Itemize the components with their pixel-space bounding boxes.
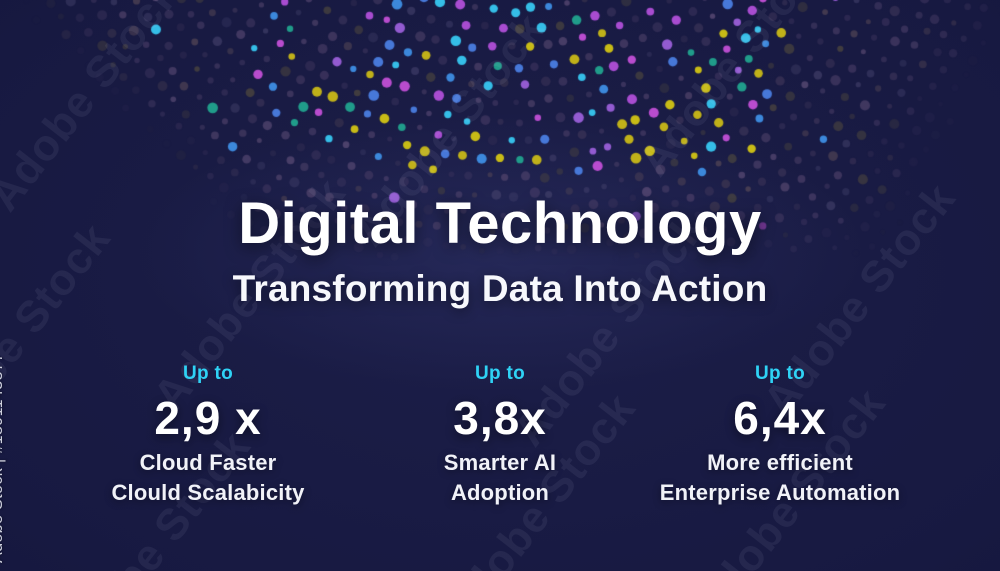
main-title: Digital Technology xyxy=(238,191,762,256)
stat-prefix: Up to xyxy=(754,363,806,384)
stat-ai-adoption: Up to 3,8x Smarter AI Adoption xyxy=(330,362,670,508)
stat-caption-line: Cloud Faster xyxy=(139,450,277,475)
stat-value: 6,4x xyxy=(733,392,827,444)
stat-caption-line: Enterprise Automation xyxy=(659,480,901,505)
stat-value: 3,8x xyxy=(453,392,547,444)
adobe-stock-id-watermark: Adobe Stock | #1891143877 xyxy=(0,352,6,563)
stat-enterprise-automation: Up to 6,4x More efficient Enterprise Aut… xyxy=(610,362,950,508)
dot-pattern-canvas xyxy=(0,0,1000,310)
subtitle: Transforming Data Into Action xyxy=(232,268,768,309)
stat-prefix: Up to xyxy=(182,363,234,384)
stat-caption-line: Smarter AI xyxy=(443,450,557,475)
stat-caption-line: Adoption xyxy=(450,480,550,505)
stat-caption-line: More efficient xyxy=(707,450,853,475)
stat-caption-line: Clould Scalabicity xyxy=(111,480,305,505)
stat-prefix: Up to xyxy=(474,363,526,384)
stat-cloud-scalability: Up to 2,9 x Cloud Faster Clould Scalabic… xyxy=(38,362,378,508)
stat-value: 2,9 x xyxy=(154,392,262,444)
